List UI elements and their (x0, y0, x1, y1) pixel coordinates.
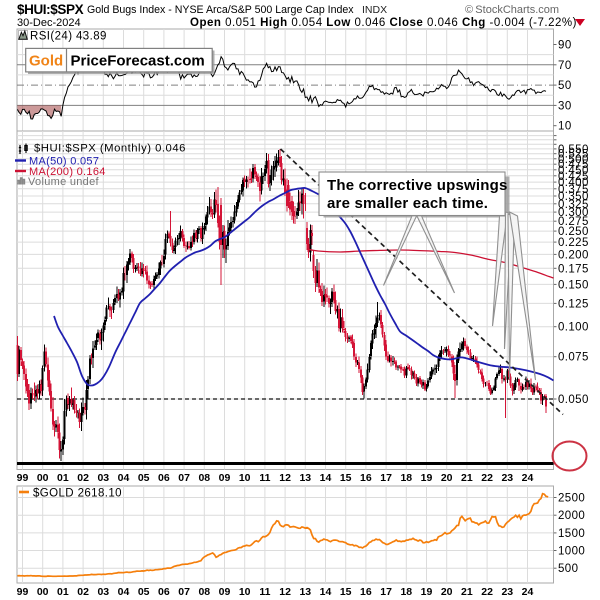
svg-text:23: 23 (501, 586, 513, 598)
svg-text:0.475: 0.475 (558, 159, 589, 171)
svg-text:0.200: 0.200 (558, 249, 589, 261)
svg-text:50: 50 (558, 80, 572, 92)
svg-text:08: 08 (198, 472, 210, 484)
svg-text:2500: 2500 (558, 493, 585, 505)
svg-text:09: 09 (219, 586, 231, 598)
svg-text:07: 07 (178, 472, 190, 484)
svg-text:12: 12 (279, 472, 291, 484)
svg-text:$HUI:$SPX (Monthly) 0.046: $HUI:$SPX (Monthly) 0.046 (34, 143, 186, 155)
svg-text:PriceForecast.com: PriceForecast.com (71, 53, 205, 70)
svg-text:15: 15 (340, 586, 352, 598)
svg-text:14: 14 (320, 586, 332, 598)
svg-text:99: 99 (17, 472, 29, 484)
svg-text:21: 21 (461, 586, 473, 598)
svg-text:05: 05 (138, 472, 150, 484)
svg-text:Volume undef: Volume undef (28, 176, 100, 188)
svg-text:24: 24 (522, 472, 534, 484)
svg-text:The corrective upswings: The corrective upswings (327, 177, 507, 194)
svg-text:17: 17 (380, 472, 392, 484)
svg-text:0.175: 0.175 (558, 263, 589, 275)
svg-text:0.500: 0.500 (558, 154, 589, 166)
svg-text:0.550: 0.550 (558, 144, 589, 156)
svg-text:90: 90 (558, 40, 572, 52)
svg-text:06: 06 (158, 586, 170, 598)
svg-text:0.400: 0.400 (558, 177, 589, 189)
svg-text:0.375: 0.375 (558, 184, 589, 196)
svg-text:19: 19 (421, 472, 433, 484)
svg-text:0.075: 0.075 (558, 352, 589, 364)
svg-text:0.275: 0.275 (558, 216, 589, 228)
svg-text:00: 00 (37, 472, 49, 484)
svg-text:$HUI:$SPX: $HUI:$SPX (17, 2, 84, 17)
svg-text:02: 02 (77, 586, 89, 598)
svg-text:are smaller each time.: are smaller each time. (327, 195, 488, 212)
svg-text:30: 30 (558, 100, 572, 112)
svg-text:05: 05 (138, 586, 150, 598)
svg-text:30-Dec-2024: 30-Dec-2024 (17, 17, 81, 29)
svg-text:10: 10 (239, 586, 251, 598)
svg-text:13: 13 (299, 472, 311, 484)
svg-text:10: 10 (239, 472, 251, 484)
svg-text:1500: 1500 (558, 528, 585, 540)
svg-text:19: 19 (421, 586, 433, 598)
svg-text:70: 70 (558, 60, 572, 72)
svg-text:03: 03 (97, 472, 109, 484)
svg-text:0.525: 0.525 (558, 149, 589, 161)
svg-text:2000: 2000 (558, 510, 585, 522)
svg-text:0.425: 0.425 (558, 171, 589, 183)
svg-text:20: 20 (441, 472, 453, 484)
svg-text:0.125: 0.125 (558, 298, 589, 310)
svg-text:21: 21 (461, 472, 473, 484)
svg-text:MA(200) 0.164: MA(200) 0.164 (29, 166, 106, 178)
svg-text:18: 18 (400, 472, 412, 484)
svg-text:99: 99 (17, 586, 29, 598)
svg-text:0.050: 0.050 (558, 394, 589, 406)
svg-text:01: 01 (57, 586, 69, 598)
svg-text:15: 15 (340, 472, 352, 484)
svg-text:16: 16 (360, 586, 372, 598)
svg-text:11: 11 (259, 586, 270, 598)
svg-text:13: 13 (299, 586, 311, 598)
svg-text:$GOLD 2618.10: $GOLD 2618.10 (33, 488, 122, 500)
svg-text:Gold Bugs Index - NYSE Arca/S&: Gold Bugs Index - NYSE Arca/S&P 500 Larg… (87, 4, 354, 16)
svg-text:12: 12 (279, 586, 291, 598)
svg-text:0.100: 0.100 (558, 322, 589, 334)
svg-text:MA(50) 0.057: MA(50) 0.057 (29, 156, 99, 168)
svg-text:0.300: 0.300 (558, 207, 589, 219)
svg-text:00: 00 (37, 586, 49, 598)
svg-text:23: 23 (501, 472, 513, 484)
svg-text:0.350: 0.350 (558, 191, 589, 203)
svg-text:17: 17 (380, 586, 392, 598)
svg-text:20: 20 (441, 586, 453, 598)
svg-text:11: 11 (259, 472, 270, 484)
svg-text:10: 10 (558, 121, 572, 133)
svg-text:04: 04 (118, 586, 130, 598)
svg-text:22: 22 (481, 472, 493, 484)
svg-text:16: 16 (360, 472, 372, 484)
svg-text:0.325: 0.325 (558, 199, 589, 211)
svg-text:09: 09 (219, 472, 231, 484)
svg-text:INDX: INDX (362, 4, 387, 16)
svg-text:0.150: 0.150 (558, 279, 589, 291)
svg-text:RSI(24) 43.89: RSI(24) 43.89 (30, 31, 107, 43)
svg-text:07: 07 (178, 586, 190, 598)
svg-text:02: 02 (77, 472, 89, 484)
svg-text:© StockCharts.com: © StockCharts.com (465, 4, 559, 16)
svg-text:0.225: 0.225 (558, 237, 589, 249)
svg-text:0.450: 0.450 (558, 165, 589, 177)
svg-text:0.250: 0.250 (558, 226, 589, 238)
svg-text:01: 01 (57, 472, 69, 484)
svg-text:24: 24 (522, 586, 534, 598)
svg-text:1000: 1000 (558, 546, 585, 558)
svg-text:18: 18 (400, 586, 412, 598)
svg-text:22: 22 (481, 586, 493, 598)
svg-text:14: 14 (320, 472, 332, 484)
svg-text:08: 08 (198, 586, 210, 598)
svg-text:Gold: Gold (29, 53, 63, 70)
svg-text:04: 04 (118, 472, 130, 484)
svg-text:06: 06 (158, 472, 170, 484)
svg-text:500: 500 (558, 563, 578, 575)
svg-text:03: 03 (97, 586, 109, 598)
svg-text:Open 0.051 High 0.054 Low 0.04: Open 0.051 High 0.054 Low 0.046 Close 0.… (190, 17, 577, 29)
